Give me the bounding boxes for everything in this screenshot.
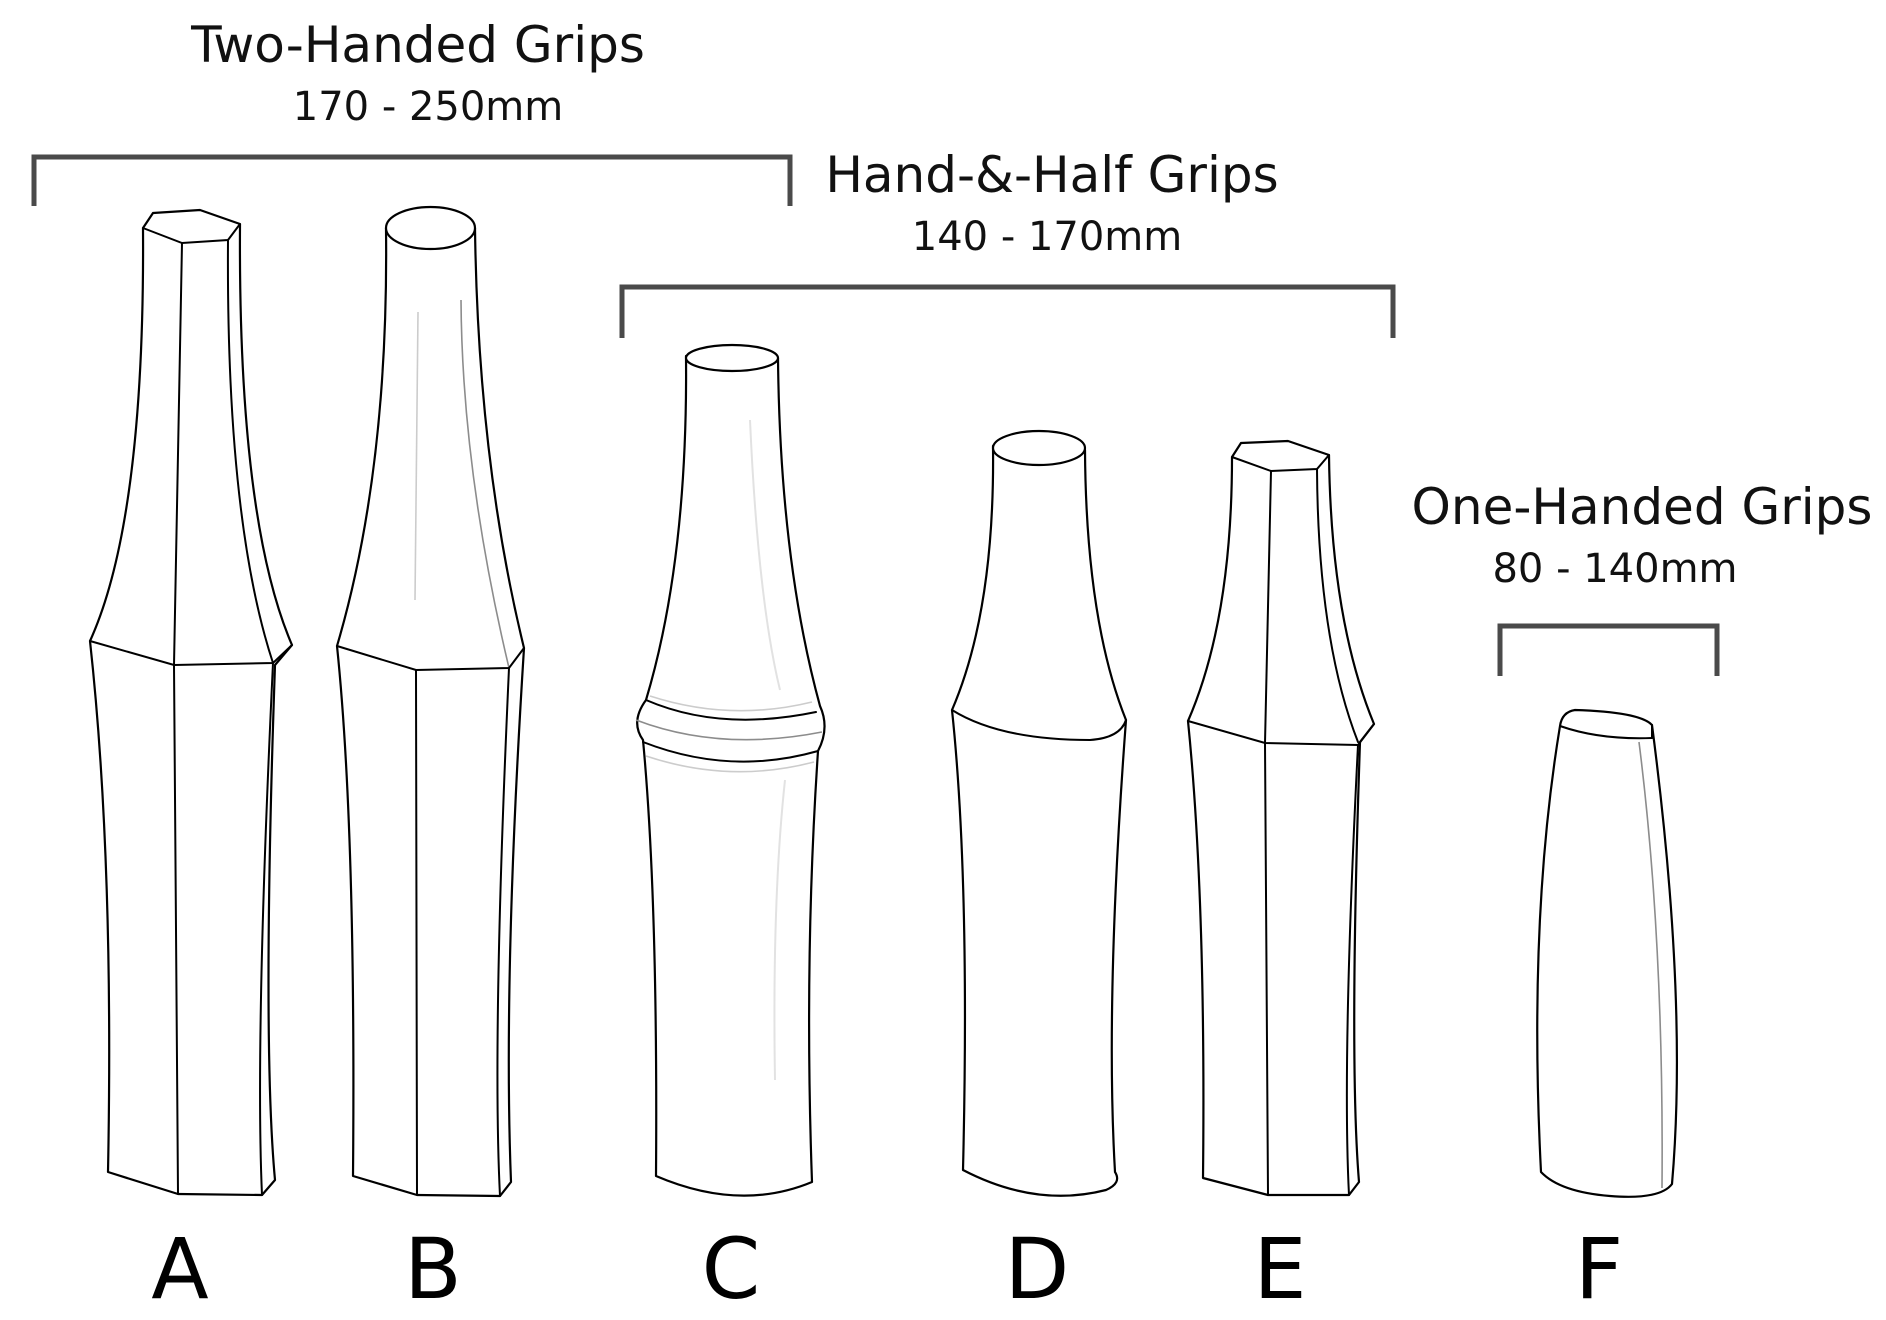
grip-b [335, 205, 526, 1198]
bracket-hand-and-half [619, 284, 1396, 338]
group-title: Hand-&-Half Grips [825, 146, 1278, 204]
grip-e [1186, 439, 1376, 1197]
grip-a [88, 208, 294, 1197]
group-one-handed: One-Handed Grips 80 - 140mm [1412, 478, 1873, 676]
grip-c [635, 343, 826, 1197]
grip-letter-e: E [1253, 1220, 1306, 1318]
group-hand-and-half: Hand-&-Half Grips 140 - 170mm [619, 146, 1396, 338]
group-range: 80 - 140mm [1492, 546, 1737, 592]
bracket-one-handed [1497, 623, 1720, 676]
group-two-handed: Two-Handed Grips 170 - 250mm [31, 16, 793, 206]
grip-letter-f: F [1575, 1220, 1623, 1318]
grip-letter-d: D [1005, 1220, 1070, 1318]
group-range: 140 - 170mm [912, 214, 1183, 260]
grip-d [950, 429, 1128, 1197]
grip-letter-c: C [702, 1220, 761, 1318]
group-range: 170 - 250mm [293, 84, 564, 130]
grip-f [1536, 708, 1679, 1198]
group-title: One-Handed Grips [1412, 478, 1873, 536]
bracket-two-handed [31, 154, 793, 206]
grip-letter-a: A [151, 1220, 208, 1318]
group-title: Two-Handed Grips [190, 16, 645, 74]
grip-letter-b: B [404, 1220, 462, 1318]
